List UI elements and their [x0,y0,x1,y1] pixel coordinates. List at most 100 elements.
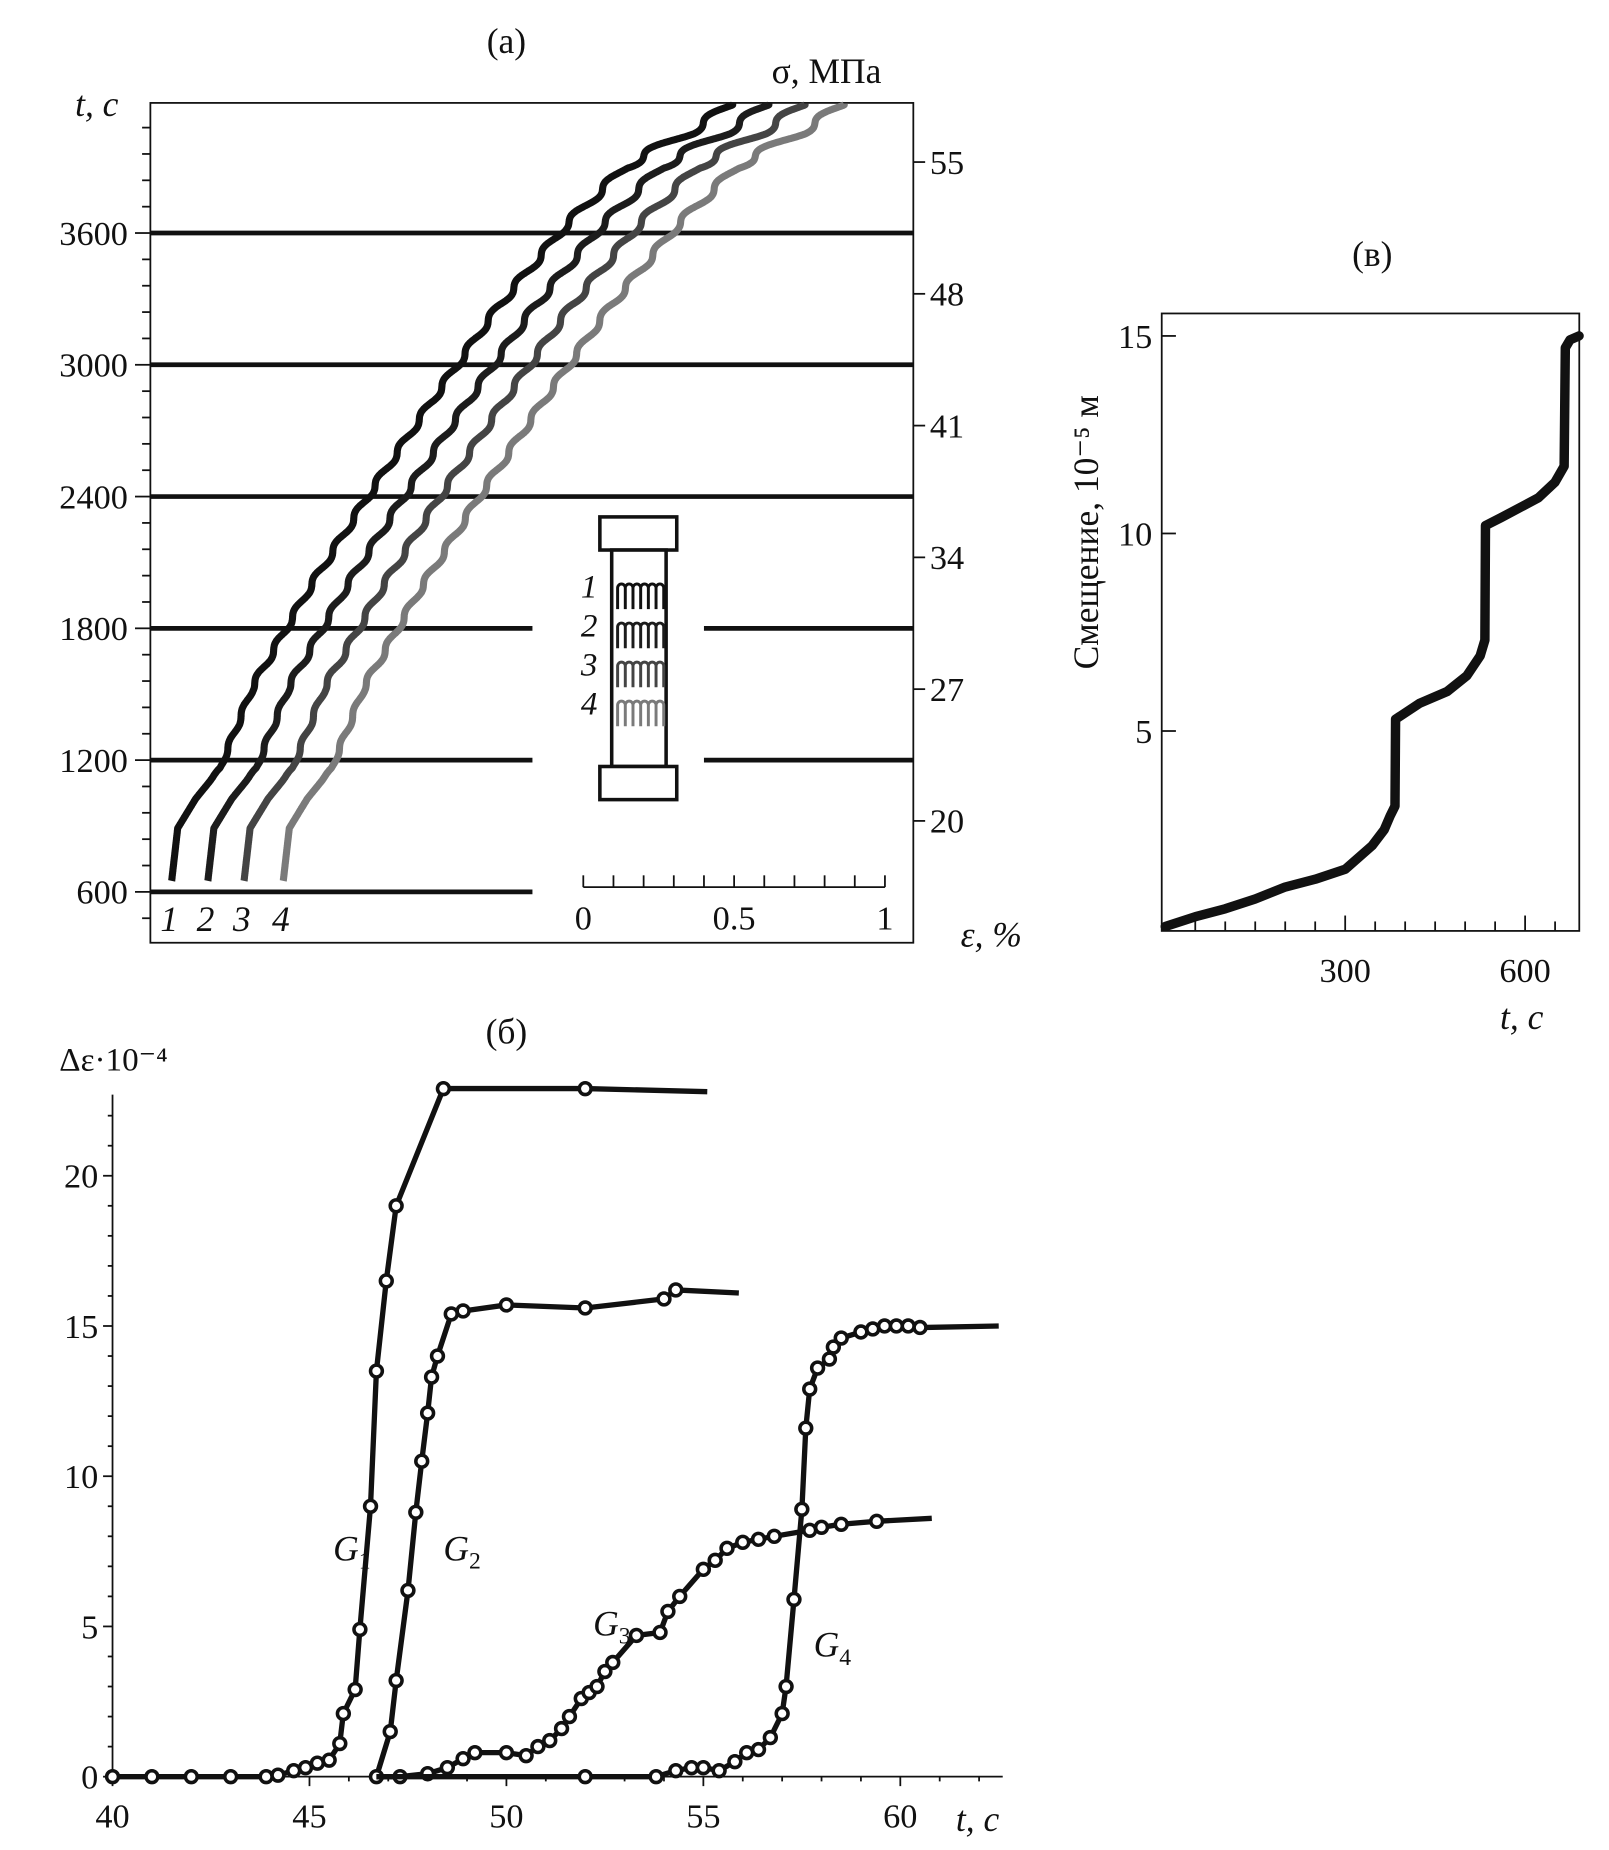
series-label-letter: G [593,1603,619,1643]
series-line-G2 [373,1287,739,1778]
data-point-G3 [652,1624,668,1641]
series-label-G1: G1 [333,1528,370,1574]
data-point-G1 [309,1755,326,1771]
x-tick-label: 60 [883,1798,917,1836]
data-point-G4 [739,1744,755,1761]
data-point-G1 [270,1767,286,1783]
y-tick-label: 5 [1135,713,1152,751]
data-point-G1 [335,1705,352,1722]
data-point-G1 [321,1752,337,1768]
data-point-G3 [542,1732,558,1749]
series-label-subscript: 1 [359,1549,371,1575]
y-tick-label: 5 [81,1608,98,1646]
x-tick-label: 600 [1499,952,1550,990]
data-point-G3 [766,1528,782,1544]
data-point-G1 [362,1498,379,1514]
panel-v-frame [1160,312,1581,932]
y-left-tick-label: 1200 [59,742,128,780]
data-point-G4 [821,1351,838,1367]
data-point-G4 [900,1318,916,1334]
series-label-G4: G4 [814,1624,852,1670]
strain-curve-1 [168,100,737,884]
data-point-G3 [695,1561,712,1578]
y-tick-label: 10 [64,1458,98,1496]
displacement-curve [1160,331,1584,932]
data-point-G4 [762,1729,779,1746]
data-point-G2 [382,1723,398,1740]
specimen-top-grip [598,515,679,552]
strain-curve-4 [279,100,848,884]
y-right-tick-label: 55 [930,144,964,182]
data-point-G2 [419,1405,436,1421]
x-tick-label: 300 [1319,952,1370,990]
strain-gauge-3 [616,660,666,688]
data-point-G4 [853,1324,869,1340]
data-point-G3 [553,1720,570,1737]
panel-a-frame [149,102,915,944]
data-point-G1 [577,1080,593,1097]
strain-scale-label: ε, % [961,914,1022,954]
data-point-G1 [378,1273,394,1289]
data-point-G4 [825,1339,842,1355]
data-point-G4 [648,1768,664,1785]
specimen-bottom-grip [598,764,679,802]
data-point-G3 [750,1531,767,1547]
data-point-G2 [656,1291,672,1307]
strain-curve-2 [204,100,773,884]
series-label-subscript: 2 [469,1549,481,1575]
data-point-G4 [865,1321,881,1337]
data-point-G3 [439,1759,456,1776]
panel-a-title: (a) [487,21,526,61]
data-point-G2 [414,1453,430,1469]
x-tick-label: 40 [95,1798,129,1836]
y-tick-label: 20 [64,1158,98,1196]
data-point-G3 [518,1747,534,1764]
strain-gauge-2 [616,621,666,649]
data-point-G4 [668,1762,684,1779]
panel-v: (в) Смещение, 10⁻⁵ м 300 600 5 10 15 t, c [1066,234,1584,1037]
x-tick-label: 45 [292,1798,326,1836]
data-point-G4 [711,1762,727,1779]
data-point-G3 [813,1519,830,1535]
data-point-G4 [750,1741,767,1758]
data-point-G4 [833,1330,849,1346]
data-point-G4 [794,1501,810,1517]
data-point-G3 [833,1516,849,1532]
data-point-G4 [695,1759,712,1776]
data-point-G1 [223,1768,239,1785]
y-left-tick-label: 1800 [59,610,128,648]
strain-curve-3 [240,100,809,884]
data-point-G2 [388,1672,404,1689]
panel-v-title: (в) [1352,234,1392,274]
data-point-G1 [183,1768,199,1785]
data-point-G3 [561,1708,578,1725]
series-label-G3: G3 [593,1603,630,1649]
curve-label-4: 4 [272,899,290,939]
data-point-G4 [802,1381,818,1397]
data-point-G3 [589,1678,605,1695]
data-point-G3 [498,1744,515,1761]
y-right-tick-label: 27 [930,671,964,709]
strain-scale-tick-label: 0.5 [713,900,756,938]
strain-scale-tick-label: 1 [876,900,893,938]
data-point-G2 [455,1303,471,1319]
gauge-label-4: 4 [581,685,598,722]
data-point-G3 [868,1513,885,1529]
data-point-G4 [786,1591,802,1608]
data-point-G4 [809,1360,826,1376]
y-tick-label: 15 [64,1308,98,1346]
panel-b-y-label: Δε·10⁻⁴ [59,1041,167,1078]
data-point-G4 [727,1753,743,1770]
panel-a: (a) t, c σ, МПа 600120018002400300036002… [59,21,1022,954]
data-point-G3 [530,1738,546,1755]
panel-a-y-left-label: t, c [75,84,119,124]
panel-v-y-label: Смещение, 10⁻⁵ м [1066,395,1106,669]
series-line-G1 [112,1085,708,1780]
series-label-letter: G [814,1624,840,1664]
data-point-G3 [672,1588,688,1605]
y-tick-label: 0 [81,1758,98,1796]
y-tick-label: 10 [1118,515,1152,553]
data-point-G4 [774,1705,790,1722]
series-label-subscript: 3 [619,1624,631,1650]
